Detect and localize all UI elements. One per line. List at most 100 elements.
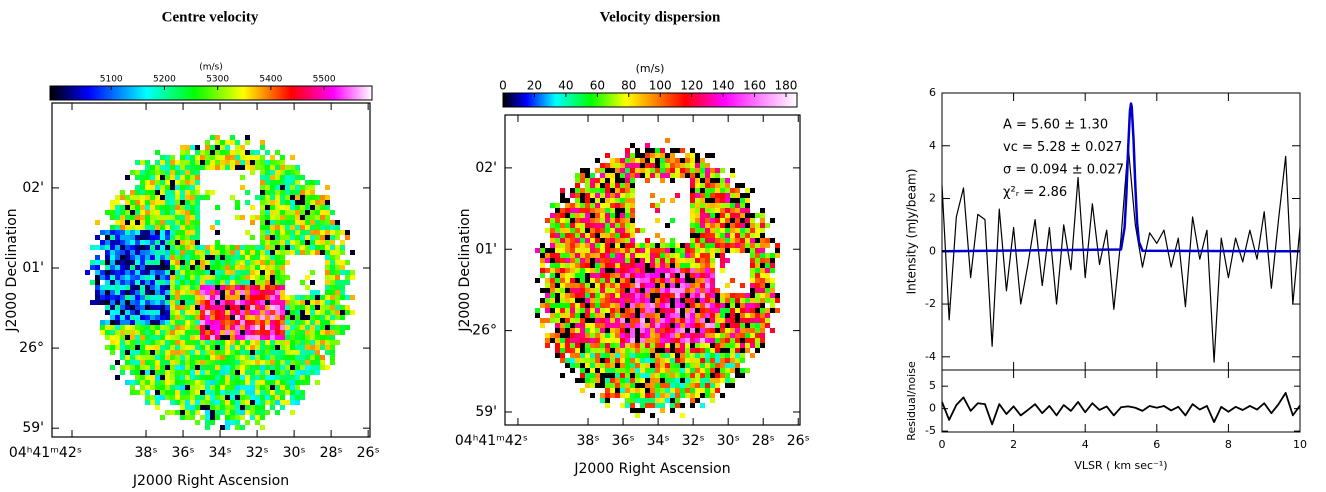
map-pixel [215,140,220,145]
map-pixel [335,265,340,270]
map-pixel [620,313,625,318]
map-pixel [605,333,610,338]
map-pixel [275,255,280,260]
map-pixel [155,260,160,265]
map-pixel [675,348,680,353]
map-pixel [620,238,625,243]
map-pixel [710,198,715,203]
map-pixel [235,310,240,315]
map-pixel [620,338,625,343]
map-pixel [705,168,710,173]
map-pixel [615,378,620,383]
map-pixel [180,395,185,400]
map-pixel [295,375,300,380]
map-pixel [565,328,570,333]
map-pixel [185,185,190,190]
map-pixel [585,333,590,338]
map-pixel [550,338,555,343]
map-pixel [300,225,305,230]
map-pixel [185,325,190,330]
map-pixel [140,245,145,250]
map-pixel [330,300,335,305]
map-pixel [275,310,280,315]
map-pixel [245,200,250,205]
map-pixel [600,378,605,383]
map-pixel [255,160,260,165]
map-pixel [175,255,180,260]
map-pixel [195,210,200,215]
map-pixel [340,305,345,310]
map-pixel [770,263,775,268]
map-pixel [720,208,725,213]
map-pixel [150,195,155,200]
map-pixel [185,230,190,235]
map-pixel [135,320,140,325]
map-pixel [295,200,300,205]
map-pixel [295,230,300,235]
map-pixel [180,405,185,410]
map-pixel [590,363,595,368]
map-pixel [600,253,605,258]
map-pixel [595,313,600,318]
map-pixel [720,308,725,313]
map-pixel [195,390,200,395]
map-pixel [175,235,180,240]
map-pixel [120,295,125,300]
map-pixel [180,365,185,370]
map-pixel [170,165,175,170]
map-pixel [735,318,740,323]
map-pixel [565,253,570,258]
map-pixel [565,278,570,283]
map-pixel [635,343,640,348]
map-pixel [260,240,265,245]
map-pixel [330,310,335,315]
map-pixel [280,300,285,305]
map-pixel [685,353,690,358]
map-pixel [210,345,215,350]
map-pixel [210,155,215,160]
map-pixel [545,258,550,263]
map-pixel [535,278,540,283]
map-pixel [240,215,245,220]
map-pixel [575,333,580,338]
map-pixel [640,173,645,178]
map-pixel [690,358,695,363]
map-pixel [190,245,195,250]
map-pixel [205,355,210,360]
map-pixel [705,228,710,233]
map-pixel [275,275,280,280]
map-pixel [325,300,330,305]
map-pixel [605,373,610,378]
map-pixel [615,333,620,338]
map-pixel [270,205,275,210]
map-pixel [555,318,560,323]
map-pixel [125,175,130,180]
map-pixel [235,150,240,155]
map-pixel [220,370,225,375]
map-pixel [675,318,680,323]
map-pixel [145,220,150,225]
map-pixel [115,320,120,325]
map-pixel [195,200,200,205]
map-pixel [95,235,100,240]
map-pixel [275,350,280,355]
map-pixel [250,295,255,300]
map-pixel [650,203,655,208]
map-pixel [205,330,210,335]
map-pixel [295,185,300,190]
map-pixel [245,285,250,290]
map-pixel [275,370,280,375]
map-pixel [280,175,285,180]
map-pixel [265,170,270,175]
map-pixel [165,165,170,170]
map-pixel [620,258,625,263]
map-pixel [600,343,605,348]
map-pixel [260,375,265,380]
map-pixel [155,300,160,305]
map-pixel [310,290,315,295]
map-pixel [610,238,615,243]
map-pixel [610,258,615,263]
map-pixel [655,163,660,168]
map-pixel [600,353,605,358]
map-pixel [650,263,655,268]
